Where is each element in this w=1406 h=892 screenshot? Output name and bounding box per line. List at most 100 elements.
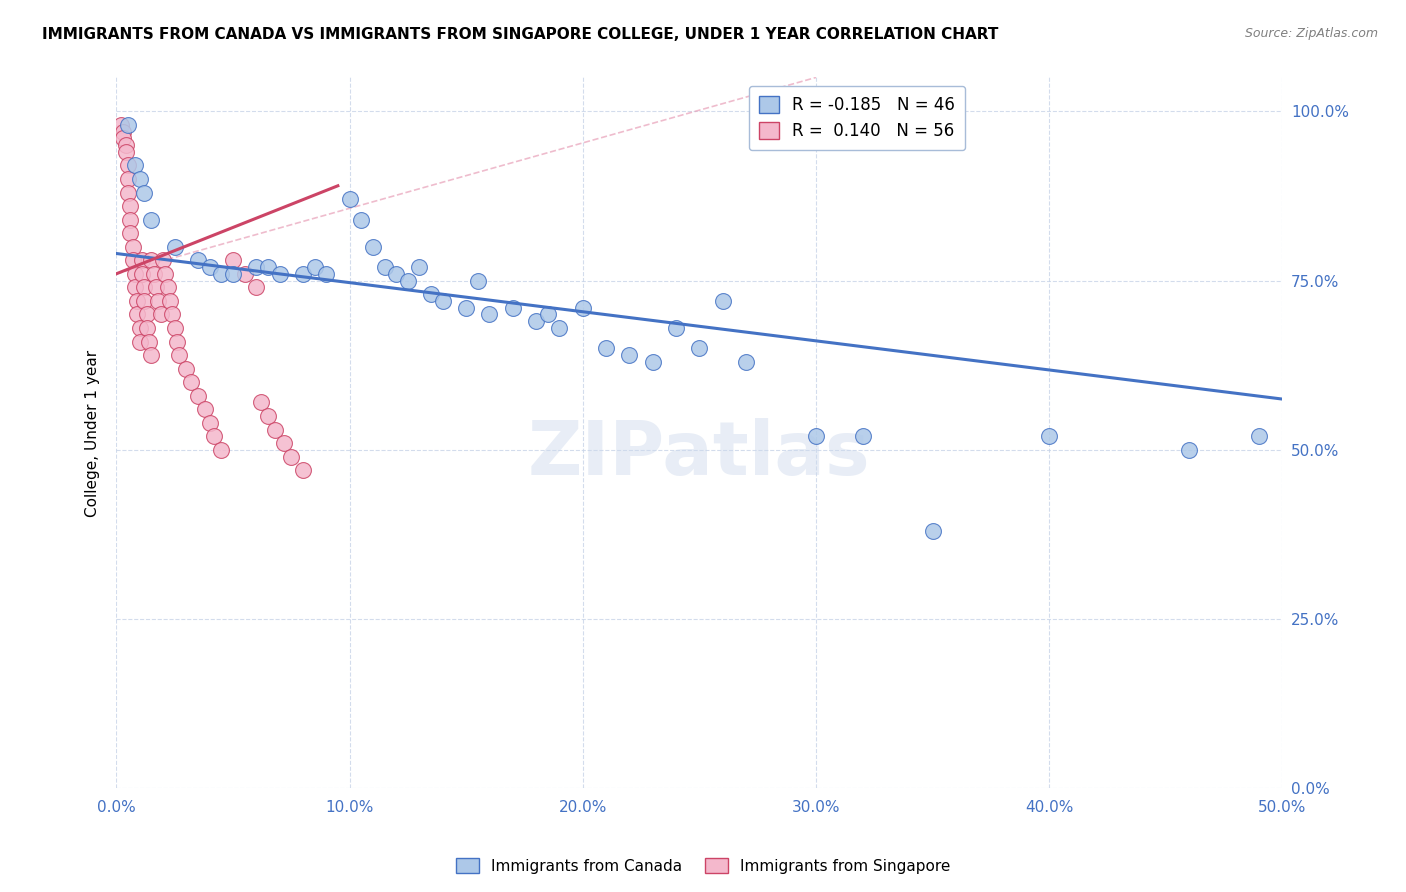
- Point: [257, 260, 280, 274]
- Point: [264, 423, 287, 437]
- Point: [373, 260, 395, 274]
- Point: [112, 131, 135, 145]
- Point: [128, 321, 150, 335]
- Point: [198, 260, 221, 274]
- Point: [134, 186, 156, 200]
- Point: [149, 308, 172, 322]
- Point: [112, 125, 135, 139]
- Point: [571, 301, 593, 315]
- Point: [291, 463, 314, 477]
- Point: [120, 226, 142, 240]
- Point: [198, 416, 221, 430]
- Point: [361, 240, 384, 254]
- Point: [1249, 429, 1271, 443]
- Point: [135, 321, 157, 335]
- Point: [641, 355, 664, 369]
- Point: [117, 159, 139, 173]
- Point: [127, 308, 149, 322]
- Point: [502, 301, 524, 315]
- Point: [396, 274, 419, 288]
- Point: [209, 442, 232, 457]
- Point: [174, 361, 197, 376]
- Point: [467, 274, 489, 288]
- Point: [852, 429, 875, 443]
- Point: [456, 301, 478, 315]
- Y-axis label: College, Under 1 year: College, Under 1 year: [86, 350, 100, 516]
- Point: [134, 293, 156, 308]
- Point: [142, 267, 165, 281]
- Point: [269, 267, 291, 281]
- Point: [222, 253, 245, 268]
- Legend: Immigrants from Canada, Immigrants from Singapore: Immigrants from Canada, Immigrants from …: [450, 852, 956, 880]
- Text: Source: ZipAtlas.com: Source: ZipAtlas.com: [1244, 27, 1378, 40]
- Point: [117, 118, 139, 132]
- Point: [114, 138, 136, 153]
- Point: [110, 118, 132, 132]
- Point: [163, 240, 186, 254]
- Point: [141, 253, 163, 268]
- Point: [159, 293, 181, 308]
- Point: [209, 267, 232, 281]
- Point: [233, 267, 256, 281]
- Point: [135, 308, 157, 322]
- Point: [315, 267, 337, 281]
- Point: [619, 348, 641, 362]
- Point: [548, 321, 571, 335]
- Point: [128, 172, 150, 186]
- Point: [339, 192, 361, 206]
- Point: [124, 159, 146, 173]
- Point: [420, 287, 443, 301]
- Point: [804, 429, 827, 443]
- Point: [124, 280, 146, 294]
- Point: [921, 524, 943, 538]
- Point: [128, 334, 150, 349]
- Point: [665, 321, 688, 335]
- Point: [432, 293, 454, 308]
- Text: IMMIGRANTS FROM CANADA VS IMMIGRANTS FROM SINGAPORE COLLEGE, UNDER 1 YEAR CORREL: IMMIGRANTS FROM CANADA VS IMMIGRANTS FRO…: [42, 27, 998, 42]
- Point: [180, 375, 202, 389]
- Point: [478, 308, 501, 322]
- Point: [121, 253, 143, 268]
- Point: [187, 389, 209, 403]
- Point: [595, 341, 617, 355]
- Point: [1038, 429, 1060, 443]
- Point: [141, 212, 163, 227]
- Point: [711, 293, 734, 308]
- Point: [131, 267, 153, 281]
- Point: [124, 267, 146, 281]
- Point: [688, 341, 710, 355]
- Point: [117, 172, 139, 186]
- Point: [166, 334, 188, 349]
- Point: [250, 395, 273, 409]
- Point: [222, 267, 245, 281]
- Point: [134, 280, 156, 294]
- Point: [245, 260, 267, 274]
- Point: [167, 348, 190, 362]
- Point: [120, 199, 142, 213]
- Point: [1178, 442, 1201, 457]
- Point: [187, 253, 209, 268]
- Point: [127, 293, 149, 308]
- Point: [202, 429, 225, 443]
- Point: [385, 267, 408, 281]
- Point: [524, 314, 547, 328]
- Point: [537, 308, 560, 322]
- Point: [148, 293, 170, 308]
- Point: [152, 253, 174, 268]
- Point: [304, 260, 326, 274]
- Point: [117, 186, 139, 200]
- Point: [245, 280, 267, 294]
- Point: [280, 450, 302, 464]
- Point: [350, 212, 373, 227]
- Point: [120, 212, 142, 227]
- Point: [121, 240, 143, 254]
- Point: [131, 253, 153, 268]
- Point: [735, 355, 758, 369]
- Point: [291, 267, 314, 281]
- Point: [163, 321, 186, 335]
- Point: [257, 409, 280, 423]
- Point: [114, 145, 136, 159]
- Text: ZIPatlas: ZIPatlas: [529, 417, 870, 491]
- Point: [145, 280, 167, 294]
- Point: [141, 348, 163, 362]
